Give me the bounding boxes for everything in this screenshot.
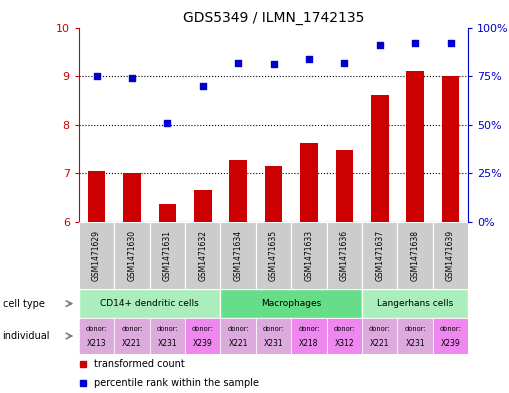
Bar — [362, 289, 468, 318]
Text: GSM1471630: GSM1471630 — [127, 230, 136, 281]
Text: X239: X239 — [193, 339, 213, 348]
Text: donor:: donor: — [121, 326, 143, 332]
Bar — [371, 95, 389, 222]
Text: Macrophages: Macrophages — [261, 299, 321, 308]
Bar — [362, 222, 398, 289]
Text: donor:: donor: — [404, 326, 426, 332]
Point — [305, 55, 313, 62]
Point — [234, 59, 242, 66]
Bar — [158, 204, 176, 222]
Bar — [256, 222, 291, 289]
Title: GDS5349 / ILMN_1742135: GDS5349 / ILMN_1742135 — [183, 11, 364, 25]
Bar — [79, 222, 115, 289]
Text: GSM1471632: GSM1471632 — [199, 230, 207, 281]
Bar — [115, 222, 150, 289]
Bar — [194, 191, 212, 222]
Bar — [291, 222, 327, 289]
Bar — [230, 160, 247, 222]
Text: donor:: donor: — [157, 326, 178, 332]
Bar — [406, 71, 424, 222]
Point — [128, 75, 136, 81]
Text: GSM1471635: GSM1471635 — [269, 230, 278, 281]
Bar — [150, 222, 185, 289]
Bar — [433, 318, 468, 354]
Bar — [79, 318, 115, 354]
Text: CD14+ dendritic cells: CD14+ dendritic cells — [100, 299, 199, 308]
Text: donor:: donor: — [333, 326, 355, 332]
Text: donor:: donor: — [86, 326, 107, 332]
Text: X231: X231 — [264, 339, 284, 348]
Text: GSM1471634: GSM1471634 — [234, 230, 243, 281]
Bar — [327, 318, 362, 354]
Text: donor:: donor: — [369, 326, 390, 332]
Bar — [79, 289, 220, 318]
Text: percentile rank within the sample: percentile rank within the sample — [95, 378, 260, 388]
Text: donor:: donor: — [263, 326, 285, 332]
Point — [163, 120, 172, 126]
Bar — [256, 318, 291, 354]
Text: GSM1471631: GSM1471631 — [163, 230, 172, 281]
Text: GSM1471636: GSM1471636 — [340, 230, 349, 281]
Point — [446, 40, 455, 46]
Point — [376, 42, 384, 48]
Text: GSM1471633: GSM1471633 — [304, 230, 314, 281]
Bar — [327, 222, 362, 289]
Text: X231: X231 — [405, 339, 425, 348]
Text: GSM1471629: GSM1471629 — [92, 230, 101, 281]
Text: donor:: donor: — [298, 326, 320, 332]
Bar — [300, 143, 318, 222]
Text: X221: X221 — [122, 339, 142, 348]
Bar — [115, 318, 150, 354]
Text: cell type: cell type — [3, 299, 44, 309]
Point — [93, 73, 101, 79]
Text: transformed count: transformed count — [95, 358, 185, 369]
Text: X213: X213 — [87, 339, 106, 348]
Text: GSM1471639: GSM1471639 — [446, 230, 455, 281]
Bar — [265, 166, 282, 222]
Text: X239: X239 — [441, 339, 461, 348]
Bar — [185, 318, 220, 354]
Text: donor:: donor: — [192, 326, 214, 332]
Text: X221: X221 — [229, 339, 248, 348]
Point — [199, 83, 207, 89]
Bar — [335, 150, 353, 222]
Bar — [220, 318, 256, 354]
Text: X312: X312 — [334, 339, 354, 348]
Text: individual: individual — [3, 331, 50, 341]
Bar — [433, 222, 468, 289]
Point — [411, 40, 419, 46]
Bar — [220, 289, 362, 318]
Text: donor:: donor: — [228, 326, 249, 332]
Text: X218: X218 — [299, 339, 319, 348]
Bar — [185, 222, 220, 289]
Point — [341, 59, 349, 66]
Text: GSM1471637: GSM1471637 — [375, 230, 384, 281]
Bar — [123, 173, 141, 222]
Bar — [150, 318, 185, 354]
Point — [269, 61, 277, 68]
Text: Langerhans cells: Langerhans cells — [377, 299, 454, 308]
Bar — [291, 318, 327, 354]
Bar — [88, 171, 105, 222]
Text: donor:: donor: — [440, 326, 461, 332]
Bar — [398, 222, 433, 289]
Bar — [442, 76, 460, 222]
Text: GSM1471638: GSM1471638 — [411, 230, 420, 281]
Text: X231: X231 — [158, 339, 177, 348]
Bar — [398, 318, 433, 354]
Bar — [362, 318, 398, 354]
Bar — [220, 222, 256, 289]
Text: X221: X221 — [370, 339, 389, 348]
